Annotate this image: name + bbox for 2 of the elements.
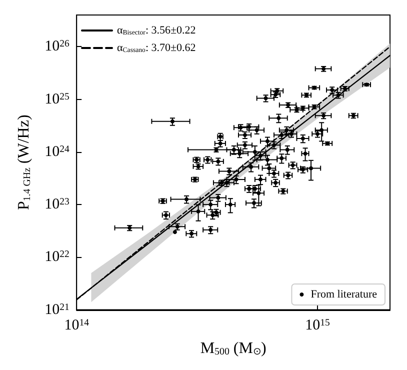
legend-label: From literature xyxy=(310,288,378,300)
y-axis-title: P1.4 GHz (W/Hz) xyxy=(16,114,34,210)
